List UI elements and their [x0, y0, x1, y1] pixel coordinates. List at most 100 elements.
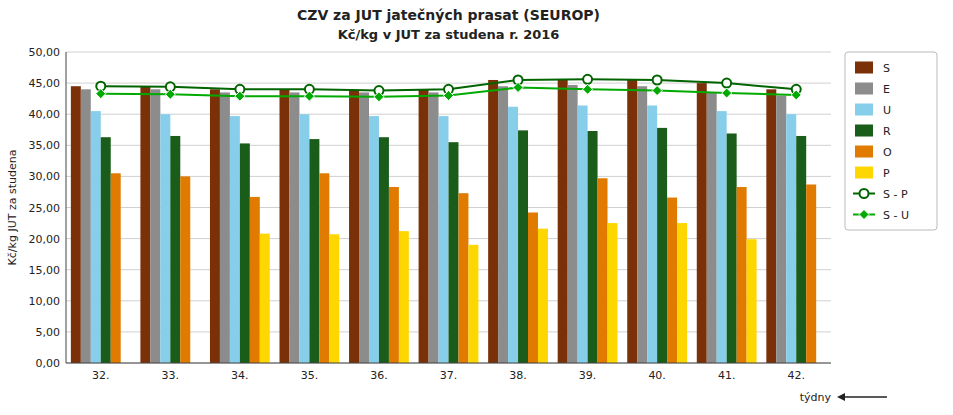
y-axis: 0,005,0010,0015,0020,0025,0030,0035,0040… [29, 46, 832, 370]
bar [429, 92, 439, 363]
y-tick-label: 0,00 [36, 357, 61, 370]
legend-label: S - P [883, 188, 908, 201]
y-tick-label: 50,00 [29, 46, 61, 59]
bar [210, 89, 220, 363]
bar [737, 187, 747, 363]
bar [369, 116, 379, 363]
marker [583, 84, 593, 94]
subtitle: Kč/kg v JUT za studena r. 2016 [338, 27, 560, 42]
title: CZV za JUT jatečných prasat (SEUROP) [297, 7, 600, 23]
bar [598, 178, 608, 363]
bar [538, 229, 548, 363]
bar-series [91, 105, 796, 363]
marker [235, 91, 245, 101]
bar [309, 139, 319, 363]
y-axis-line [66, 52, 67, 363]
legend-swatch [855, 62, 873, 74]
grid-line [66, 363, 831, 364]
marker [722, 79, 731, 88]
arrow [839, 396, 887, 398]
x-tick-label: 42. [787, 369, 805, 382]
legend-label: S [883, 62, 890, 75]
bar [488, 80, 498, 363]
grid-line [66, 52, 831, 53]
marker [583, 75, 592, 84]
x-tick-label: 32. [92, 369, 110, 382]
bar-series [81, 85, 786, 363]
bar [220, 92, 230, 363]
bar [319, 173, 329, 363]
arrow-head [837, 393, 845, 401]
bar [697, 83, 707, 363]
legend-swatch [855, 167, 873, 179]
bar [170, 136, 180, 363]
bar [91, 111, 101, 363]
bar [150, 89, 160, 363]
legend-marker [860, 189, 869, 198]
bar [449, 142, 459, 363]
bar [458, 193, 468, 363]
x-tick-label: 38. [509, 369, 527, 382]
x-tick-label: 34. [231, 369, 249, 382]
bar [379, 137, 389, 363]
y-tick-label: 20,00 [29, 233, 61, 246]
bar [111, 173, 121, 363]
bar [468, 245, 478, 363]
bar [707, 92, 717, 363]
bar [240, 143, 250, 363]
x-tick-label: 40. [648, 369, 666, 382]
bar [289, 92, 299, 363]
bar [419, 89, 429, 363]
bar [439, 116, 449, 363]
bar [349, 91, 359, 363]
marker [791, 90, 801, 100]
bar [359, 92, 369, 363]
legend-swatch [855, 146, 873, 158]
legend-label: R [883, 125, 891, 138]
legend-swatch [855, 125, 873, 137]
bar [140, 87, 150, 363]
bar [627, 80, 637, 363]
bar [180, 176, 190, 363]
marker [96, 89, 106, 99]
bar-series [111, 173, 816, 363]
y-tick-label: 45,00 [29, 77, 61, 90]
line-series [96, 82, 801, 101]
bar [578, 105, 588, 363]
bar [677, 223, 687, 363]
x-tick-label: 35. [301, 369, 319, 382]
bar [160, 114, 170, 363]
legend: SEUROPS - PS - U [845, 52, 937, 230]
legend-marker [859, 210, 869, 220]
bar [747, 239, 757, 363]
bar [727, 133, 737, 363]
x-axis-line [66, 363, 831, 364]
bar-series [71, 79, 776, 363]
bar [637, 86, 647, 363]
bar [260, 234, 270, 363]
y-tick-label: 5,00 [36, 326, 61, 339]
bar [399, 231, 409, 363]
y-tick-label: 15,00 [29, 264, 61, 277]
y-tick-label: 40,00 [29, 108, 61, 121]
marker [653, 75, 662, 84]
bar [647, 105, 657, 363]
bar [81, 89, 91, 363]
legend-label: P [883, 167, 890, 180]
bar [230, 116, 240, 363]
x-axis: 32.33.34.35.36.37.38.39.40.41.42. [92, 369, 805, 382]
y-tick-label: 10,00 [29, 295, 61, 308]
bar [806, 184, 816, 363]
bar [667, 198, 677, 363]
bar [389, 187, 399, 363]
marker [444, 91, 454, 101]
x-tick-label: 36. [370, 369, 388, 382]
bar [101, 137, 111, 363]
bar [329, 234, 339, 363]
x-tick-label: 39. [579, 369, 597, 382]
bar [766, 89, 776, 363]
y-tick-label: 35,00 [29, 139, 61, 152]
bar [608, 223, 618, 363]
legend-label: O [883, 146, 892, 159]
bar [528, 212, 538, 363]
